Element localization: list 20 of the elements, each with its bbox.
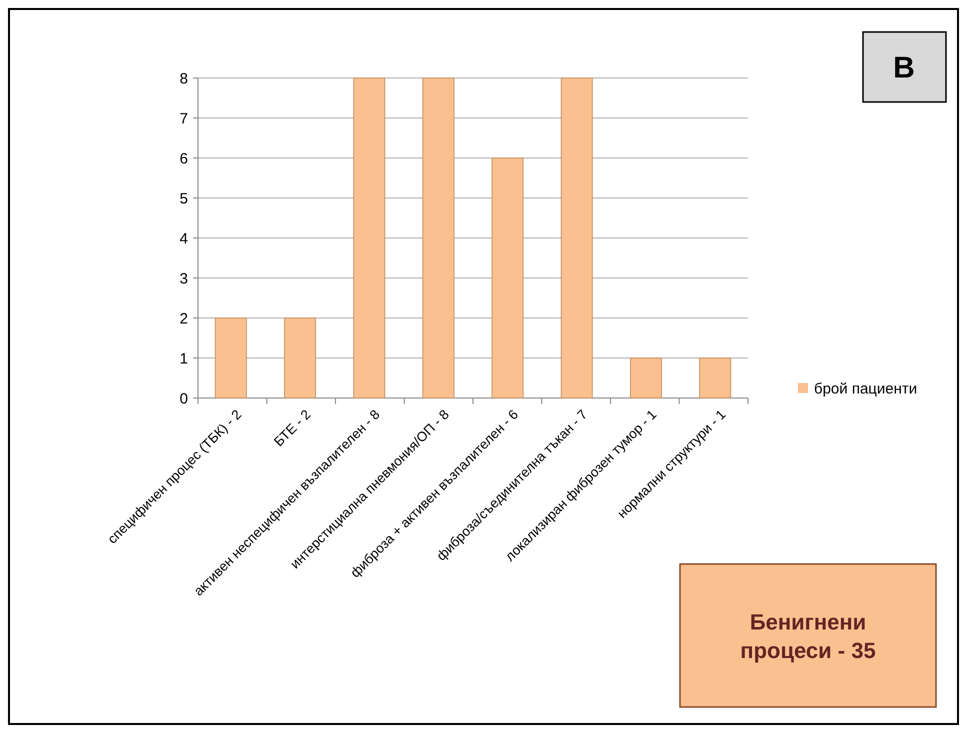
y-tick-label: 0 <box>180 390 188 408</box>
y-tick-label: 6 <box>180 150 188 168</box>
bar <box>214 318 247 398</box>
bar <box>353 78 386 398</box>
text: Бенигнени процеси - 35 <box>740 609 876 663</box>
bar <box>492 158 524 398</box>
legend-label: брой пациенти <box>814 380 918 398</box>
text: В <box>893 52 915 84</box>
bar <box>284 318 316 398</box>
y-tick-label: 8 <box>180 70 188 88</box>
y-tick-label: 2 <box>180 310 188 328</box>
bar <box>699 358 732 398</box>
y-tick-label: 4 <box>180 230 188 248</box>
y-tick-label: 7 <box>180 110 188 128</box>
bar <box>560 78 593 398</box>
bar <box>422 78 454 398</box>
y-tick-label: 3 <box>180 270 188 288</box>
y-tick-label: 1 <box>180 350 188 368</box>
y-tick-label: 5 <box>180 190 188 208</box>
bar <box>630 358 662 398</box>
